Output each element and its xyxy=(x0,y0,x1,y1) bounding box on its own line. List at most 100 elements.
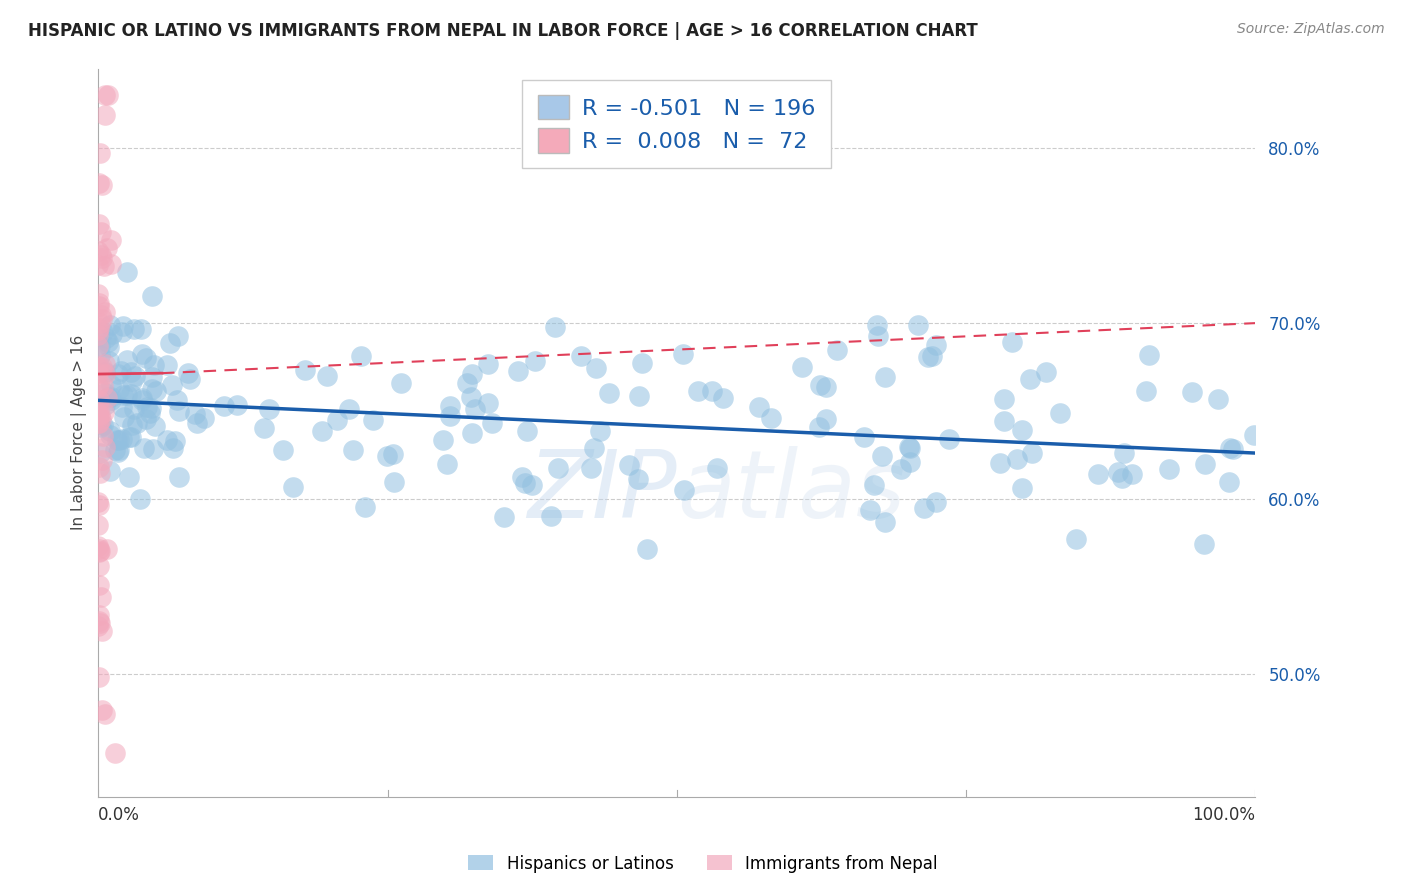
Point xyxy=(87,339,110,353)
Point xyxy=(93,405,115,419)
Point xyxy=(135,412,157,426)
Point xyxy=(89,545,111,559)
Point xyxy=(342,442,364,457)
Point xyxy=(439,399,461,413)
Point xyxy=(1011,481,1033,495)
Point xyxy=(90,419,112,434)
Point xyxy=(87,403,110,417)
Point xyxy=(1219,442,1241,456)
Point xyxy=(105,433,128,447)
Point xyxy=(111,400,134,414)
Point xyxy=(162,441,184,455)
Point xyxy=(1121,467,1143,482)
Point xyxy=(477,395,499,409)
Point xyxy=(87,299,110,313)
Point xyxy=(814,380,837,394)
Point xyxy=(1107,465,1129,479)
Point xyxy=(897,440,920,454)
Point xyxy=(1112,446,1135,460)
Legend: R = -0.501   N = 196, R =  0.008   N =  72: R = -0.501 N = 196, R = 0.008 N = 72 xyxy=(522,79,831,168)
Point xyxy=(87,392,110,407)
Point xyxy=(581,461,603,475)
Y-axis label: In Labor Force | Age > 16: In Labor Force | Age > 16 xyxy=(72,335,87,531)
Point xyxy=(91,624,114,638)
Point xyxy=(91,359,114,374)
Point xyxy=(792,359,814,374)
Point xyxy=(89,410,111,425)
Point xyxy=(938,432,960,446)
Point xyxy=(89,339,111,353)
Point xyxy=(214,400,236,414)
Point xyxy=(1243,428,1265,442)
Point xyxy=(97,390,120,404)
Point xyxy=(107,367,129,381)
Point xyxy=(89,543,111,558)
Point xyxy=(636,542,658,557)
Point xyxy=(87,518,110,533)
Legend: Hispanics or Latinos, Immigrants from Nepal: Hispanics or Latinos, Immigrants from Ne… xyxy=(461,848,945,880)
Point xyxy=(522,478,544,492)
Point xyxy=(1019,371,1042,385)
Point xyxy=(544,320,567,334)
Point xyxy=(100,318,122,333)
Point xyxy=(117,388,139,402)
Point xyxy=(89,408,111,422)
Point xyxy=(100,326,122,341)
Point xyxy=(827,343,849,357)
Point xyxy=(598,385,620,400)
Point xyxy=(700,384,723,398)
Point xyxy=(1049,406,1071,420)
Point xyxy=(100,393,122,408)
Point xyxy=(925,338,948,352)
Point xyxy=(361,413,384,427)
Point xyxy=(627,472,650,486)
Point xyxy=(100,256,122,270)
Point xyxy=(87,578,110,592)
Point xyxy=(93,707,115,722)
Point xyxy=(193,411,215,425)
Point xyxy=(870,449,893,463)
Point xyxy=(628,389,651,403)
Point xyxy=(184,407,207,421)
Point xyxy=(97,87,120,102)
Point xyxy=(1021,446,1043,460)
Point xyxy=(1192,537,1215,551)
Point xyxy=(93,386,115,401)
Point xyxy=(135,351,157,365)
Point xyxy=(631,356,654,370)
Point xyxy=(921,349,943,363)
Point xyxy=(516,424,538,438)
Point xyxy=(89,348,111,362)
Point xyxy=(90,247,112,261)
Point xyxy=(759,410,782,425)
Point xyxy=(186,416,208,430)
Point xyxy=(477,357,499,371)
Point xyxy=(107,444,129,458)
Point xyxy=(863,478,886,492)
Point xyxy=(94,304,117,318)
Point xyxy=(1111,470,1133,484)
Point xyxy=(271,442,294,457)
Point xyxy=(87,495,110,509)
Point xyxy=(1181,385,1204,400)
Point xyxy=(89,145,111,160)
Point xyxy=(1035,365,1057,379)
Point xyxy=(439,409,461,424)
Point xyxy=(90,225,112,239)
Point xyxy=(815,412,838,426)
Point xyxy=(118,430,141,444)
Point xyxy=(87,618,110,632)
Point xyxy=(166,329,188,343)
Point xyxy=(93,357,115,371)
Point xyxy=(94,107,117,121)
Text: ZIP: ZIP xyxy=(527,446,676,537)
Point xyxy=(131,392,153,407)
Point xyxy=(859,503,882,517)
Point xyxy=(688,384,710,399)
Point xyxy=(156,358,179,372)
Point xyxy=(1011,424,1033,438)
Point xyxy=(90,412,112,426)
Point xyxy=(131,347,153,361)
Point xyxy=(382,447,405,461)
Point xyxy=(97,334,120,349)
